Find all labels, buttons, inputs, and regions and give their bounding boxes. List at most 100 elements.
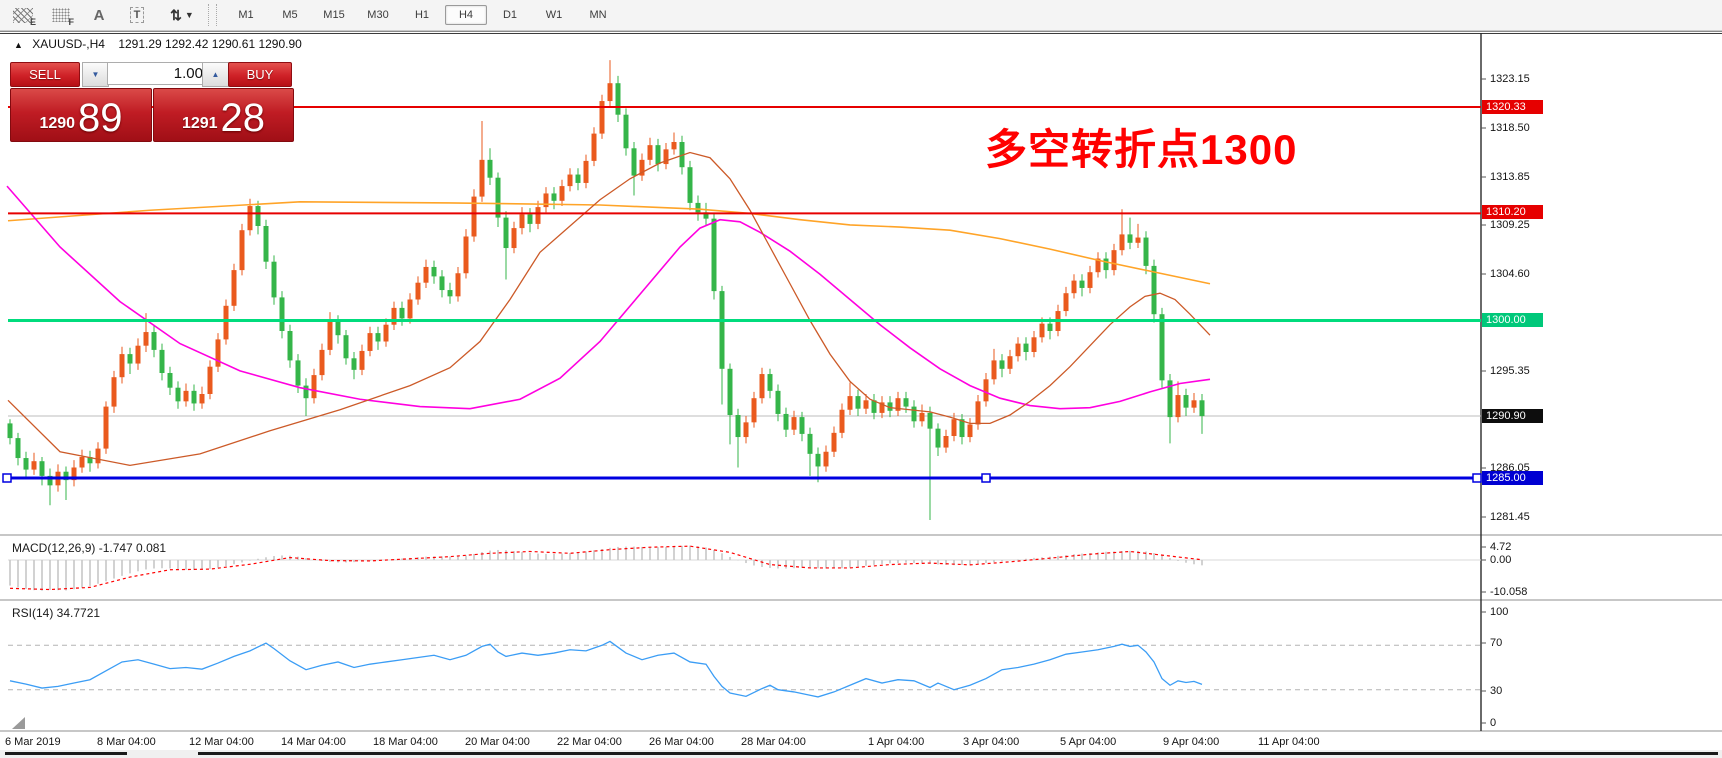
volume-increase-button[interactable]: ▲ (202, 62, 229, 87)
candle-body (103, 406, 109, 449)
candle-body (735, 415, 741, 438)
candle-body (111, 377, 117, 407)
timeframe-button-m5[interactable]: M5 (282, 9, 298, 21)
candle-body (399, 307, 405, 319)
buy-price-main: 1291 (181, 115, 218, 132)
candle-body (95, 448, 101, 464)
candle-body (775, 390, 781, 414)
candle-body (655, 145, 661, 165)
candle-body (1191, 400, 1197, 408)
candle-body (127, 354, 133, 364)
date-tick-label: 9 Apr 04:00 (1163, 736, 1220, 748)
chart-annotation-text: 多空转折点1300 (985, 126, 1298, 173)
candle-body (255, 206, 261, 226)
candle-body (591, 133, 597, 161)
candle-body (191, 390, 197, 404)
candle-body (207, 366, 213, 394)
candle-body (535, 207, 541, 224)
candle-body (815, 453, 821, 467)
chevron-down-icon: ▼ (184, 10, 194, 20)
candle-body (39, 461, 45, 476)
date-tick-label: 14 Mar 04:00 (281, 736, 346, 748)
candle-body (895, 398, 901, 411)
candle-body (287, 331, 293, 361)
timeframe-button-m30[interactable]: M30 (367, 9, 389, 21)
date-tick-label: 11 Apr 04:00 (1258, 736, 1320, 748)
candle-body (927, 412, 933, 429)
candle-body (303, 385, 309, 399)
candle-body (359, 350, 365, 370)
candle-body (767, 374, 773, 391)
candle-body (119, 354, 125, 378)
candle-body (439, 276, 445, 291)
candle-body (1063, 293, 1069, 312)
candle-body (239, 230, 245, 271)
hline-selection-marker (2, 473, 12, 483)
volume-input[interactable]: 1.00 (107, 62, 212, 85)
collapse-triangle-icon[interactable]: ▲ (14, 40, 23, 50)
date-tick-label: 18 Mar 04:00 (373, 736, 438, 748)
candle-body (335, 321, 341, 336)
candle-body (31, 461, 37, 470)
timeframe-button-mn[interactable]: MN (589, 9, 607, 21)
candle-body (727, 368, 733, 415)
buy-button[interactable]: BUY (228, 62, 292, 87)
candle-body (863, 400, 869, 409)
indicators-hatch-icon[interactable]: E (10, 3, 36, 27)
candle-body (343, 335, 349, 359)
candle-body (183, 390, 189, 402)
candle-body (847, 396, 853, 410)
candle-body (751, 398, 757, 423)
timeframe-button-m1[interactable]: M1 (238, 9, 254, 21)
one-click-trading-panel: SELL ▼ 1.00 ▲ BUY 1290 89 1291 28 (8, 48, 294, 142)
sell-price-box[interactable]: 1290 89 (10, 88, 152, 142)
candle-body (991, 360, 997, 380)
price-tick-label: 1281.45 (1490, 511, 1530, 523)
candle-body (1151, 265, 1157, 315)
buy-price-box[interactable]: 1291 28 (153, 88, 294, 142)
candle-body (1199, 400, 1205, 417)
candle-body (527, 214, 533, 224)
candle-body (1143, 237, 1149, 266)
candle-body (671, 142, 677, 150)
candle-body (743, 422, 749, 438)
rsi-tick-label: 0 (1490, 717, 1497, 729)
text-box-icon[interactable]: T (124, 3, 150, 27)
candle-body (1183, 395, 1189, 408)
sell-price-pips: 89 (78, 96, 123, 140)
timeframe-button-h1[interactable]: H1 (414, 9, 430, 21)
candle-body (23, 458, 29, 470)
candle-body (495, 177, 501, 218)
candle-body (311, 375, 317, 399)
price-badge: 1290.90 (1482, 409, 1543, 423)
macd-tick-label: 4.72 (1490, 541, 1512, 553)
timeframe-button-h4[interactable]: H4 (445, 5, 487, 25)
candle-body (1007, 356, 1013, 369)
volume-decrease-button[interactable]: ▼ (82, 62, 109, 87)
hline-selection-marker (1472, 473, 1482, 483)
ma-slow-orange (7, 201, 1211, 285)
sell-button[interactable]: SELL (10, 62, 80, 87)
arrows-object-button[interactable]: ⇅ ▼ (162, 3, 202, 27)
candle-body (711, 218, 717, 292)
symbol-header[interactable]: ▲ XAUUSD-,H4 1291.29 1292.42 1290.61 129… (14, 37, 302, 51)
candle-body (1095, 258, 1101, 273)
price-tick-label: 1313.85 (1490, 171, 1530, 183)
arrows-icon: ⇅ (170, 6, 182, 23)
timeframe-button-m15[interactable]: M15 (323, 9, 345, 21)
tool-letter: F (68, 17, 75, 27)
timeframe-button-w1[interactable]: W1 (545, 9, 563, 21)
candle-body (1023, 343, 1029, 352)
candle-body (1119, 234, 1125, 251)
fibonacci-grid-icon[interactable]: F (48, 3, 74, 27)
macd-tick-label: -10.058 (1490, 586, 1528, 598)
timeframe-button-d1[interactable]: D1 (502, 9, 518, 21)
candle-body (959, 419, 965, 438)
candle-body (695, 202, 701, 213)
rsi-tick-label: 100 (1490, 606, 1509, 618)
macd-signal-line (9, 545, 1203, 591)
macd-label: MACD(12,26,9) -1.747 0.081 (12, 541, 167, 555)
text-label-icon[interactable]: A (86, 3, 112, 27)
ma-fast-coral (7, 151, 1211, 467)
candle-body (663, 149, 669, 165)
